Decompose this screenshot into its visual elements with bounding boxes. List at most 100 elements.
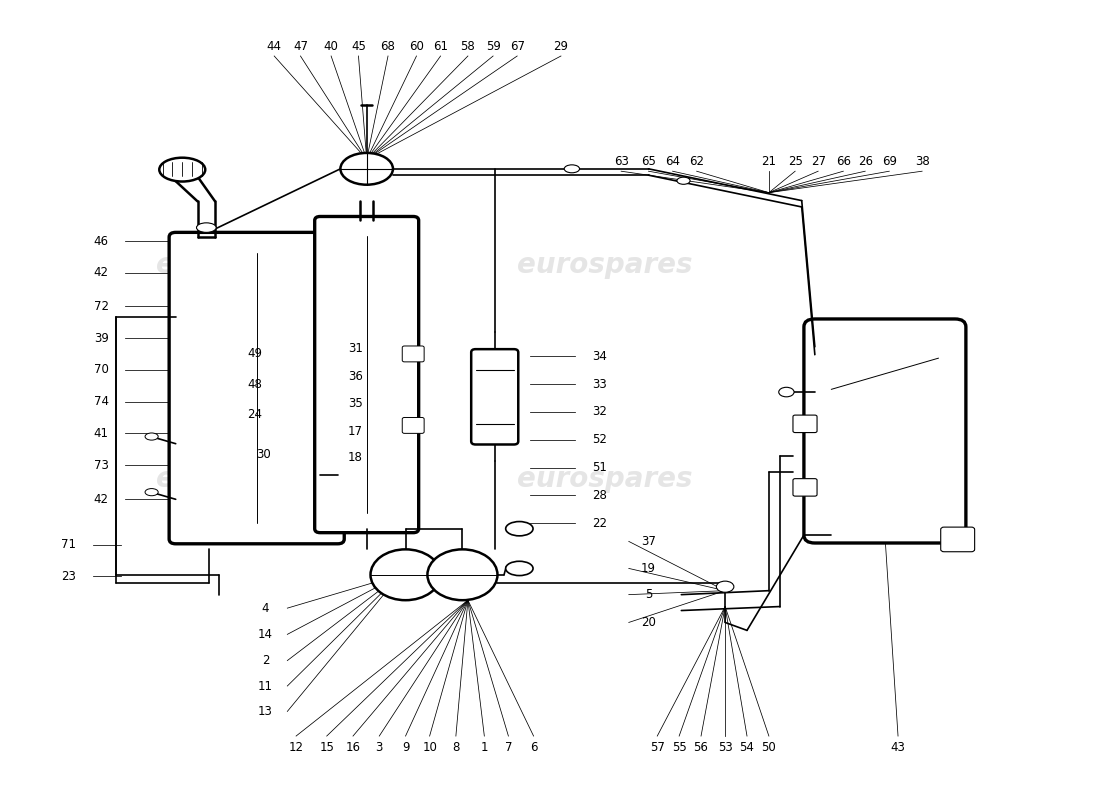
Text: 23: 23 [60, 570, 76, 583]
Text: 44: 44 [266, 40, 282, 53]
Text: 33: 33 [592, 378, 606, 390]
Text: 7: 7 [505, 742, 513, 754]
Ellipse shape [145, 433, 158, 440]
Text: 55: 55 [672, 742, 686, 754]
Text: 73: 73 [94, 458, 109, 472]
Text: 36: 36 [348, 370, 363, 382]
Text: 28: 28 [592, 489, 607, 502]
Text: 26: 26 [858, 155, 872, 168]
Ellipse shape [564, 165, 580, 173]
Text: 63: 63 [614, 155, 628, 168]
Text: 31: 31 [348, 342, 363, 355]
Text: 32: 32 [592, 406, 607, 418]
Text: 6: 6 [530, 742, 537, 754]
Text: 14: 14 [257, 628, 273, 641]
Text: 27: 27 [811, 155, 826, 168]
Ellipse shape [197, 223, 217, 232]
FancyBboxPatch shape [471, 349, 518, 445]
Text: 41: 41 [94, 427, 109, 440]
Text: 64: 64 [666, 155, 680, 168]
Ellipse shape [716, 581, 734, 592]
Text: 61: 61 [433, 40, 448, 53]
Text: 34: 34 [592, 350, 607, 363]
Text: 52: 52 [592, 434, 607, 446]
Text: 19: 19 [641, 562, 656, 575]
Text: 15: 15 [319, 742, 334, 754]
Text: eurospares: eurospares [517, 251, 693, 279]
Text: 37: 37 [641, 535, 656, 548]
Text: 49: 49 [248, 347, 262, 361]
Text: 18: 18 [348, 450, 363, 464]
Ellipse shape [506, 522, 534, 536]
Text: 10: 10 [422, 742, 437, 754]
Text: 16: 16 [345, 742, 361, 754]
Ellipse shape [371, 550, 441, 600]
Text: 8: 8 [452, 742, 460, 754]
Text: 20: 20 [641, 616, 656, 629]
Text: 17: 17 [348, 426, 363, 438]
Text: 9: 9 [402, 742, 409, 754]
Text: 46: 46 [94, 234, 109, 248]
Text: 59: 59 [486, 40, 500, 53]
Text: 56: 56 [694, 742, 708, 754]
Ellipse shape [340, 153, 393, 185]
Text: 43: 43 [891, 742, 905, 754]
Text: 71: 71 [60, 538, 76, 551]
Text: 30: 30 [256, 447, 271, 461]
FancyBboxPatch shape [169, 232, 344, 544]
Text: 58: 58 [461, 40, 475, 53]
Text: 5: 5 [645, 588, 652, 601]
Text: 35: 35 [348, 398, 363, 410]
Ellipse shape [160, 158, 206, 182]
Text: 42: 42 [94, 493, 109, 506]
Text: 22: 22 [592, 517, 607, 530]
Text: eurospares: eurospares [156, 251, 331, 279]
Text: 45: 45 [351, 40, 366, 53]
Text: 60: 60 [409, 40, 424, 53]
Ellipse shape [145, 489, 158, 496]
Ellipse shape [676, 177, 690, 184]
Text: 24: 24 [248, 408, 262, 421]
Text: 48: 48 [248, 378, 262, 390]
FancyBboxPatch shape [403, 418, 425, 434]
Text: 53: 53 [717, 742, 733, 754]
Text: 50: 50 [761, 742, 777, 754]
Text: 39: 39 [94, 331, 109, 345]
FancyBboxPatch shape [793, 478, 817, 496]
Text: 3: 3 [375, 742, 383, 754]
Text: 65: 65 [641, 155, 656, 168]
Text: eurospares: eurospares [517, 466, 693, 494]
Text: 12: 12 [288, 742, 304, 754]
Ellipse shape [779, 387, 794, 397]
FancyBboxPatch shape [940, 527, 975, 552]
Text: 40: 40 [323, 40, 339, 53]
Text: 29: 29 [553, 40, 569, 53]
Text: 68: 68 [381, 40, 396, 53]
Ellipse shape [506, 562, 534, 575]
Text: 1: 1 [481, 742, 488, 754]
Text: 62: 62 [690, 155, 704, 168]
Text: 2: 2 [262, 654, 270, 667]
Text: 66: 66 [836, 155, 850, 168]
Ellipse shape [428, 550, 497, 600]
Text: 21: 21 [761, 155, 777, 168]
Text: 13: 13 [258, 705, 273, 718]
Text: 57: 57 [650, 742, 664, 754]
Text: 69: 69 [882, 155, 896, 168]
Text: 51: 51 [592, 461, 607, 474]
FancyBboxPatch shape [804, 319, 966, 543]
FancyBboxPatch shape [315, 217, 419, 533]
Text: 67: 67 [509, 40, 525, 53]
Text: 70: 70 [94, 363, 109, 376]
Text: 38: 38 [915, 155, 930, 168]
Text: 72: 72 [94, 300, 109, 313]
Text: 4: 4 [262, 602, 270, 614]
Text: eurospares: eurospares [156, 466, 331, 494]
Text: 47: 47 [293, 40, 308, 53]
Text: 25: 25 [788, 155, 803, 168]
Text: 54: 54 [739, 742, 755, 754]
FancyBboxPatch shape [403, 346, 425, 362]
Text: 11: 11 [257, 679, 273, 693]
Text: 74: 74 [94, 395, 109, 408]
Text: 42: 42 [94, 266, 109, 279]
